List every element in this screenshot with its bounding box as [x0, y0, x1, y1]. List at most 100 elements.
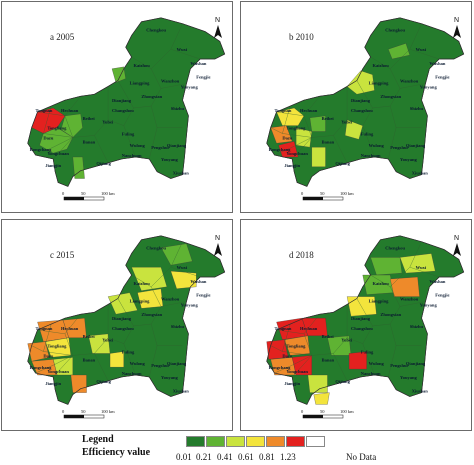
- legend-swatch-5: [266, 436, 285, 447]
- district-label: Dazu: [43, 135, 53, 140]
- district-label: Hechuan: [61, 326, 79, 331]
- district-label: Fengjie: [196, 75, 210, 80]
- district-label: Qianjiang: [406, 361, 426, 366]
- legend-swatch-4: [246, 436, 265, 447]
- map-title: b 2010: [289, 32, 314, 42]
- district-label: Kaizhou: [373, 63, 390, 68]
- district-border: [37, 96, 81, 117]
- district-border: [72, 304, 109, 356]
- scale-bar: 0 50 100 km: [62, 191, 115, 201]
- district-label: Changshou: [351, 108, 373, 113]
- svg-text:0: 0: [62, 191, 65, 196]
- svg-text:N: N: [454, 235, 459, 242]
- map-region-patch: [346, 296, 377, 317]
- legend-tick: 1.23: [280, 452, 296, 462]
- district-border: [131, 56, 162, 107]
- map-region-patch: [284, 335, 311, 356]
- district-border: [270, 345, 283, 352]
- district-border: [160, 83, 187, 89]
- district-border: [372, 105, 397, 160]
- district-border: [131, 274, 162, 325]
- district-label: Qianjiang: [406, 143, 426, 148]
- legend-tick: 0.41: [217, 452, 233, 462]
- district-label: Jiangjin: [45, 381, 61, 386]
- svg-text:N: N: [215, 235, 220, 242]
- district-label: Qijiang: [335, 379, 350, 384]
- district-label: Wulong: [369, 143, 385, 148]
- district-label: Banan: [322, 139, 335, 144]
- north-arrow-icon: N: [214, 235, 222, 256]
- district-border: [311, 86, 348, 138]
- legend-swatch-nodata: [306, 436, 325, 447]
- district-border: [311, 304, 348, 356]
- district-label: Pengshui: [151, 363, 169, 368]
- legend-swatch-3: [226, 436, 245, 447]
- district-label: Jiangjin: [284, 163, 300, 168]
- district-label: Kaizhou: [134, 281, 151, 286]
- legend-nodata-label: No Data: [346, 452, 377, 462]
- district-border: [117, 80, 134, 126]
- svg-text:50: 50: [81, 191, 86, 196]
- district-label: Yubei: [102, 338, 114, 343]
- district-label: Wuxi: [416, 265, 427, 270]
- district-label: Xiushan: [173, 171, 190, 176]
- district-label: Changshou: [112, 108, 134, 113]
- map-region-patch: [388, 43, 410, 60]
- district-border: [276, 96, 320, 117]
- map-region-patch: [109, 351, 124, 368]
- district-label: Nanchuan: [122, 371, 142, 376]
- district-label: Jiangjin: [284, 381, 300, 386]
- district-border: [347, 337, 375, 376]
- map-region-patch: [276, 107, 305, 126]
- district-label: Fuling: [122, 349, 135, 354]
- district-border: [133, 323, 158, 378]
- district-border: [31, 345, 44, 352]
- legend-tick: 0.61: [238, 452, 254, 462]
- district-label: Xiushan: [412, 171, 429, 176]
- district-label: Yunyang: [420, 302, 438, 307]
- district-label: Yongchuan: [47, 151, 69, 156]
- district-label: Qianjiang: [167, 361, 187, 366]
- district-label: Fengjie: [196, 293, 210, 298]
- district-label: Wushan: [190, 61, 206, 66]
- district-label: Banan: [322, 357, 335, 362]
- district-border: [37, 314, 81, 335]
- district-label: Shizhu: [171, 106, 185, 111]
- district-label: Tongliang: [286, 126, 306, 131]
- district-border: [356, 80, 373, 126]
- district-label: Pengshui: [390, 145, 408, 150]
- district-label: Dianjiang: [112, 316, 132, 321]
- map-region-patch: [370, 257, 403, 276]
- district-label: Fuling: [122, 131, 135, 136]
- district-label: Wulong: [369, 361, 385, 366]
- district-border: [31, 127, 44, 134]
- map-region-patch: [301, 318, 328, 336]
- map-region-patch: [266, 339, 289, 360]
- district-border: [43, 323, 73, 356]
- svg-text:50: 50: [81, 409, 86, 414]
- district-border: [274, 137, 312, 156]
- district-border: [274, 355, 312, 374]
- map-region-patch: [348, 351, 367, 370]
- district-label: Rongchang: [269, 365, 292, 370]
- legend-subtitle: Efficiency value: [82, 447, 151, 458]
- district-label: Zhongxian: [380, 94, 401, 99]
- district-label: Chengkou: [146, 246, 166, 251]
- district-border: [108, 337, 136, 376]
- district-border: [390, 23, 422, 69]
- svg-text:0: 0: [301, 409, 304, 414]
- map-title: c 2015: [50, 250, 75, 260]
- district-label: Nanchuan: [361, 153, 381, 158]
- district-label: Beibei: [322, 334, 335, 339]
- district-border: [399, 83, 426, 89]
- map-region-patch: [131, 267, 168, 291]
- district-label: Wulong: [130, 361, 146, 366]
- district-label: Dazu: [282, 353, 292, 358]
- district-label: Yongchuan: [286, 151, 308, 156]
- district-label: Tongnan: [275, 108, 292, 113]
- district-label: Banan: [83, 139, 96, 144]
- district-border: [409, 267, 440, 278]
- district-border: [72, 86, 109, 138]
- district-label: Wushan: [429, 61, 445, 66]
